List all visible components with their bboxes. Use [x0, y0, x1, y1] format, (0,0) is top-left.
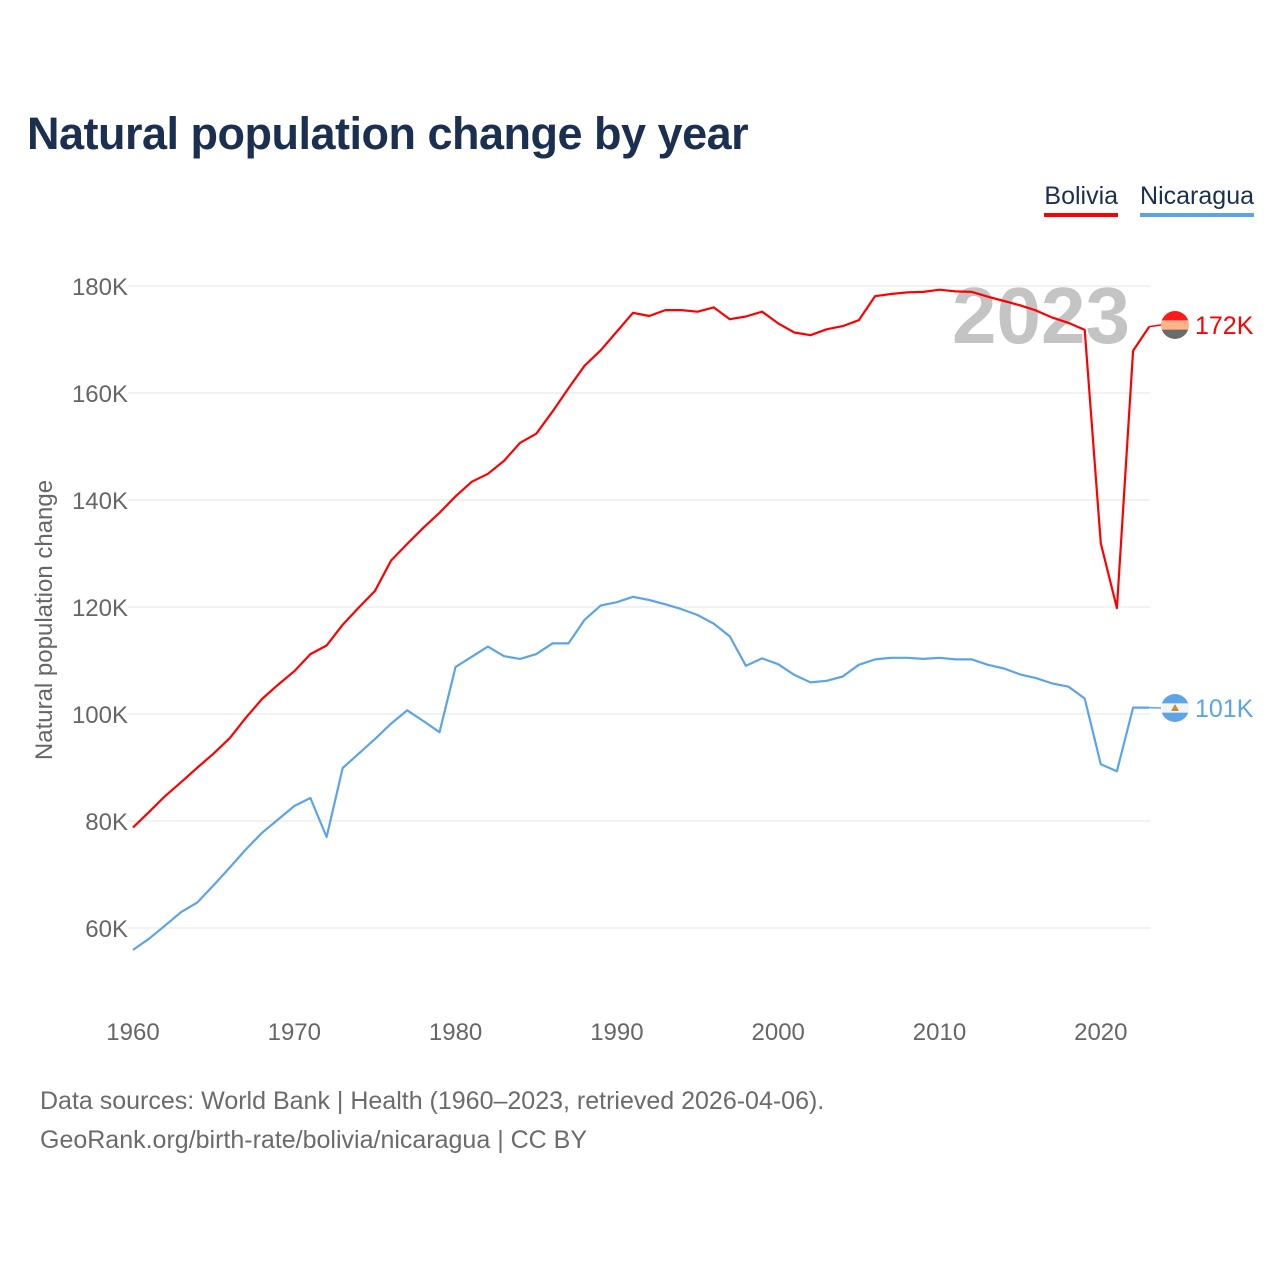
legend-item-bolivia[interactable]: Bolivia	[1044, 182, 1119, 217]
flag-emblem-icon	[1171, 704, 1179, 711]
y-tick-label: 80K	[85, 809, 128, 836]
end-value-label-nicaragua: 101K	[1195, 695, 1254, 723]
flag-icon-nicaragua-stripe	[1161, 712, 1189, 722]
y-tick-label: 140K	[72, 488, 128, 515]
year-watermark: 2023	[952, 271, 1130, 360]
end-value-label-bolivia: 172K	[1195, 312, 1254, 340]
x-tick-label: 1960	[106, 1019, 159, 1046]
flag-icon-bolivia-stripe	[1161, 329, 1189, 339]
x-tick-label: 1970	[268, 1019, 321, 1046]
y-tick-label: 180K	[72, 274, 128, 301]
legend-item-nicaragua[interactable]: Nicaragua	[1140, 182, 1254, 217]
flag-icon-nicaragua-stripe	[1161, 694, 1189, 704]
x-tick-label: 2020	[1074, 1019, 1127, 1046]
flag-icon-bolivia-stripe	[1161, 311, 1189, 321]
footer-sources: Data sources: World Bank | Health (1960–…	[40, 1087, 825, 1115]
x-tick-label: 1990	[590, 1019, 643, 1046]
x-tick-label: 2000	[752, 1019, 805, 1046]
flag-icon-bolivia-stripe	[1161, 320, 1189, 331]
y-tick-label: 160K	[72, 381, 128, 408]
series-line-bolivia	[132, 288, 1151, 829]
x-tick-label: 2010	[913, 1019, 966, 1046]
footer-credit[interactable]: GeoRank.org/birth-rate/bolivia/nicaragua…	[40, 1126, 588, 1154]
x-tick-label: 1980	[429, 1019, 482, 1046]
y-tick-label: 60K	[85, 916, 128, 943]
series-line-nicaragua	[132, 595, 1150, 951]
label-connector	[1149, 324, 1162, 328]
legend: Bolivia Nicaragua	[1044, 182, 1254, 217]
y-axis-title: Natural population change	[31, 480, 58, 760]
chart-title: Natural population change by year	[27, 108, 749, 159]
y-tick-label: 120K	[72, 595, 128, 622]
y-tick-label: 100K	[72, 702, 128, 729]
